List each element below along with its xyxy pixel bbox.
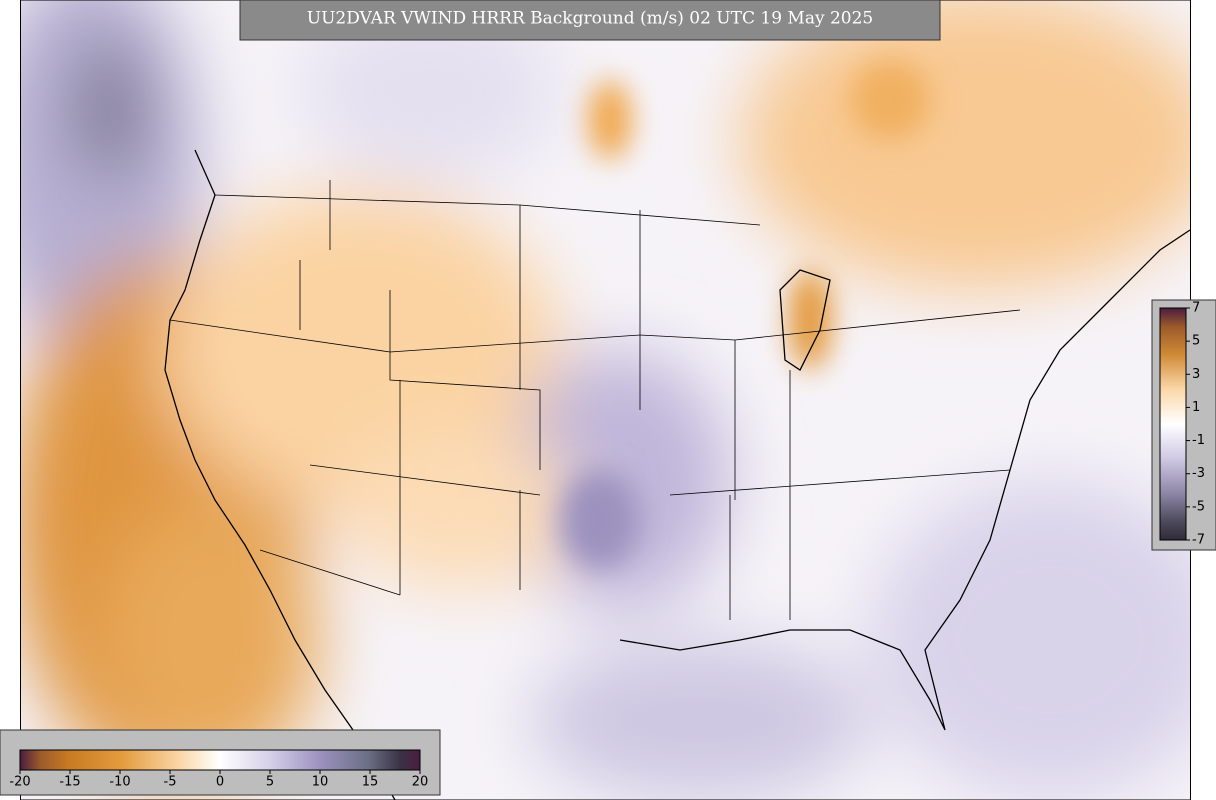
colorbar-tick-label: -1 [1192,433,1205,448]
lake [779,269,831,371]
title-box [239,0,941,41]
colorbar-tick-label: 15 [362,775,379,790]
colorbar-tick-label: 1 [1192,400,1200,415]
colorbar-tick-label: 5 [266,775,274,790]
colorbar-side: 7 5 3 1 -1 -3 -5 -7 [1151,299,1216,551]
colorbar-tick-label: 3 [1192,367,1200,382]
map-title: UU2DVAR VWIND HRRR Background (m/s) 02 U… [307,9,874,29]
colorbar-tick-label: -3 [1192,466,1205,481]
state-borders [169,180,1021,620]
colorbar-tick-label: 5 [1192,334,1200,349]
colorbar-tick-label: -10 [109,775,130,790]
colorbar-tick-label: 20 [412,775,429,790]
colorbar-scale [19,749,421,771]
colorbar-tick-label: -7 [1192,533,1205,548]
coastline [164,149,396,800]
colorbar-tick-label: 10 [312,775,329,790]
colorbar-tick-label: 0 [216,775,224,790]
colorbar-scale [1159,307,1187,541]
coastline [619,229,1190,731]
colorbar-main: -20 -15 -10 -5 0 5 10 15 20 [0,729,441,796]
colorbar-tick-label: -20 [9,775,30,790]
colorbar-tick-label: -15 [59,775,80,790]
colorbar-tick-label: -5 [164,775,177,790]
colorbar-tick-label: -5 [1192,499,1205,514]
colorbar-tick-label: 7 [1192,301,1200,316]
